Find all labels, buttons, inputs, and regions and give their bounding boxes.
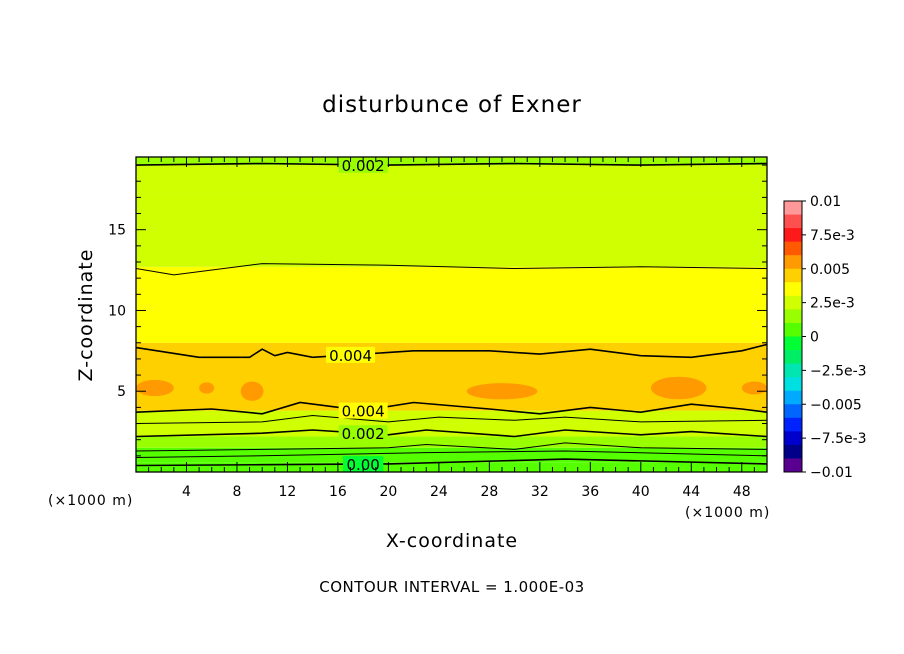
x-tick-label: 40 bbox=[632, 484, 650, 500]
field-band bbox=[136, 192, 767, 267]
colorbar-swatch bbox=[784, 268, 802, 283]
contour-label-text: 0.004 bbox=[342, 403, 385, 421]
field-band bbox=[136, 436, 767, 448]
colorbar-tick-label: 7.5e-3 bbox=[810, 228, 855, 244]
contour-label: 0.004 bbox=[326, 346, 376, 365]
plot-area bbox=[136, 157, 767, 472]
x-tick-label: 8 bbox=[232, 484, 241, 500]
contour-label-bg bbox=[338, 402, 388, 419]
contour-interval-footer: CONTOUR INTERVAL = 1.000E-03 bbox=[319, 578, 584, 596]
y-axis: 5 10 15 bbox=[108, 164, 767, 457]
chart-title: disturbunce of Exner bbox=[322, 92, 582, 118]
field-band bbox=[136, 165, 767, 193]
colorbar-swatch bbox=[784, 255, 802, 270]
colorbar-swatch bbox=[784, 309, 802, 324]
colorbar-swatch bbox=[784, 458, 802, 473]
colorbar-swatch bbox=[784, 241, 802, 256]
contour-label-text: 0.00 bbox=[346, 456, 379, 474]
colorbar-swatch bbox=[784, 363, 802, 378]
contour-line bbox=[136, 401, 767, 415]
x-unit-right: (×1000 m) bbox=[685, 505, 770, 521]
contour-line bbox=[136, 162, 767, 166]
colorbar-tick-label: −0.01 bbox=[810, 465, 853, 481]
y-tick-label: 10 bbox=[108, 303, 126, 319]
x-tick-label: 32 bbox=[531, 484, 549, 500]
y-tick-label: 15 bbox=[108, 223, 126, 239]
colorbar: 0.01 7.5e-3 0.005 2.5e-3 0 −2.5e-3 −0.005 −7.5e… bbox=[783, 194, 867, 481]
contour-labels: 0.002 0.004 0.004 0.002 0.00 bbox=[326, 156, 388, 474]
y-tick-label: 5 bbox=[117, 384, 126, 400]
field-blob bbox=[136, 379, 174, 397]
field-blob bbox=[466, 383, 538, 400]
y-axis-label: Z-coordinate bbox=[75, 249, 97, 382]
contour-line bbox=[136, 343, 767, 359]
colorbar-tick-label: 0 bbox=[810, 330, 819, 346]
colorbar-swatch bbox=[784, 404, 802, 419]
contour-label-bg bbox=[342, 456, 384, 473]
colorbar-swatch bbox=[784, 214, 802, 229]
colorbar-swatch bbox=[784, 295, 802, 310]
colorbar-tick-label: 0.01 bbox=[810, 194, 841, 210]
contour-label-bg bbox=[326, 346, 376, 363]
contour-label: 0.002 bbox=[338, 425, 388, 443]
x-tick-label: 44 bbox=[682, 484, 700, 500]
colorbar-swatch bbox=[784, 377, 802, 392]
colorbar-swatch bbox=[784, 417, 802, 432]
field-blob bbox=[199, 382, 215, 394]
colorbar-tick-label: 2.5e-3 bbox=[810, 296, 855, 312]
contour-label-text: 0.002 bbox=[342, 425, 385, 443]
x-tick-label: 48 bbox=[733, 484, 751, 500]
field-band bbox=[136, 447, 767, 463]
colorbar-swatch bbox=[784, 336, 802, 351]
field-band bbox=[136, 342, 767, 411]
contour-line bbox=[136, 414, 767, 424]
colorbar-swatch bbox=[784, 390, 802, 405]
x-tick-label: 16 bbox=[329, 484, 347, 500]
x-tick-label: 20 bbox=[379, 484, 397, 500]
x-tick-label: 4 bbox=[182, 484, 191, 500]
colorbar-swatch bbox=[784, 282, 802, 297]
contour-line bbox=[136, 263, 767, 276]
contour-label: 0.00 bbox=[342, 456, 384, 474]
x-axis-label: X-coordinate bbox=[386, 530, 518, 552]
x-unit-left: (×1000 m) bbox=[48, 493, 133, 509]
field-blob bbox=[240, 381, 264, 401]
colorbar-tick-label: −0.005 bbox=[810, 397, 862, 413]
x-tick-label: 28 bbox=[480, 484, 498, 500]
contour-line bbox=[136, 450, 767, 458]
colorbar-swatch bbox=[784, 201, 802, 216]
x-tick-label: 24 bbox=[430, 484, 448, 500]
colorbar-tick-label: −7.5e-3 bbox=[810, 431, 867, 447]
field-blob bbox=[741, 381, 767, 395]
colorbar-swatch bbox=[784, 444, 802, 459]
contour-label-text: 0.004 bbox=[329, 347, 372, 365]
contour-lines bbox=[136, 162, 767, 467]
contour-line bbox=[136, 429, 767, 438]
colorbar-swatch bbox=[784, 228, 802, 243]
field-blob bbox=[650, 376, 707, 400]
field-band bbox=[136, 266, 767, 343]
contour-label-text: 0.002 bbox=[342, 157, 385, 175]
colorbar-swatch bbox=[784, 431, 802, 446]
x-tick-label: 12 bbox=[279, 484, 297, 500]
colorbar-tick-label: 0.005 bbox=[810, 262, 850, 278]
x-tick-label: 36 bbox=[581, 484, 599, 500]
colorbar-tick-label: −2.5e-3 bbox=[810, 363, 867, 379]
contour-label: 0.004 bbox=[338, 402, 388, 421]
colorbar-swatch bbox=[784, 350, 802, 365]
colorbar-swatch bbox=[784, 322, 802, 337]
x-axis: 4 8 12 16 20 24 28 32 36 40 44 48 bbox=[148, 157, 755, 500]
contour-line bbox=[136, 442, 767, 452]
contour-label-bg bbox=[338, 425, 388, 442]
